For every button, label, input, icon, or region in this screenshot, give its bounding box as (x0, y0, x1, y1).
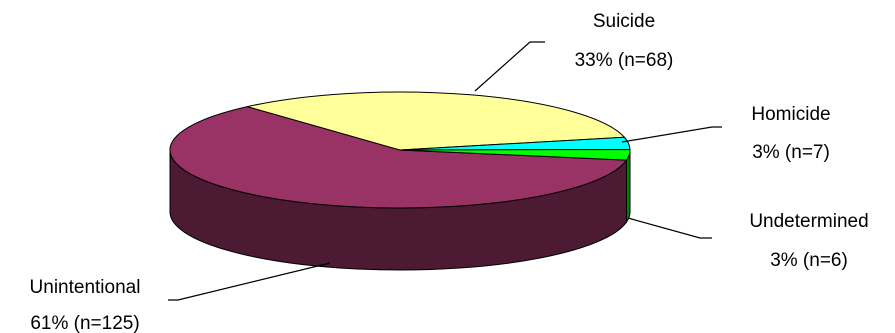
label-unintentional-value: 61% (n=125) (30, 313, 139, 333)
slice-suicide (247, 91, 626, 151)
leader-line-unintentional (168, 262, 331, 301)
leader-lines (168, 41, 722, 301)
label-homicide-name: Homicide (751, 104, 830, 125)
label-homicide-value: 3% (n=7) (752, 142, 830, 163)
pie-tops (169, 91, 631, 209)
leader-line-undetermined (627, 217, 712, 239)
label-unintentional-name: Unintentional (30, 277, 141, 298)
leader-line-homicide (621, 126, 722, 143)
slice-undetermined (399, 149, 631, 161)
label-suicide-name: Suicide (593, 11, 655, 32)
slice-unintentional (169, 106, 628, 209)
label-undetermined-name: Undetermined (749, 211, 868, 232)
label-undetermined-value: 3% (n=6) (770, 250, 848, 271)
slice-side-undetermined (626, 149, 631, 224)
leader-line-suicide (474, 41, 545, 92)
label-suicide-value: 33% (n=68) (575, 50, 674, 71)
